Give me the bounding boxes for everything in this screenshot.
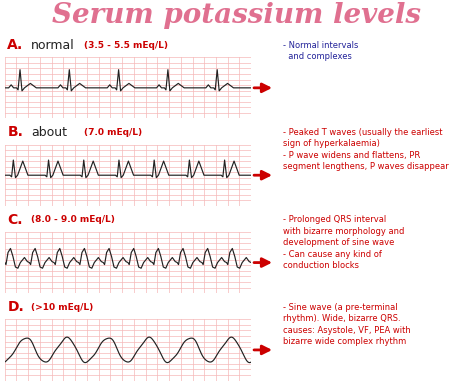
Text: (3.5 - 5.5 mEq/L): (3.5 - 5.5 mEq/L) (84, 41, 168, 50)
Text: A.: A. (8, 38, 24, 52)
Text: C.: C. (8, 213, 23, 227)
Text: Serum potassium levels: Serum potassium levels (53, 2, 421, 29)
Text: (8.0 - 9.0 mEq/L): (8.0 - 9.0 mEq/L) (31, 215, 115, 224)
Text: D.: D. (8, 300, 24, 314)
Text: - Normal intervals
  and complexes: - Normal intervals and complexes (283, 41, 358, 61)
Text: (7.0 mEq/L): (7.0 mEq/L) (84, 128, 143, 137)
Text: (>10 mEq/L): (>10 mEq/L) (31, 303, 93, 312)
Text: - Prolonged QRS interval
with bizarre morphology and
development of sine wave
- : - Prolonged QRS interval with bizarre mo… (283, 215, 404, 270)
Text: about: about (31, 126, 67, 139)
Text: normal: normal (31, 39, 75, 51)
Text: - Sine wave (a pre-terminal
rhythm). Wide, bizarre QRS.
causes: Asystole, VF, PE: - Sine wave (a pre-terminal rhythm). Wid… (283, 303, 410, 346)
Text: - Peaked T waves (usually the earliest
sign of hyperkalaemia)
- P wave widens an: - Peaked T waves (usually the earliest s… (283, 128, 448, 171)
Text: B.: B. (8, 126, 23, 139)
